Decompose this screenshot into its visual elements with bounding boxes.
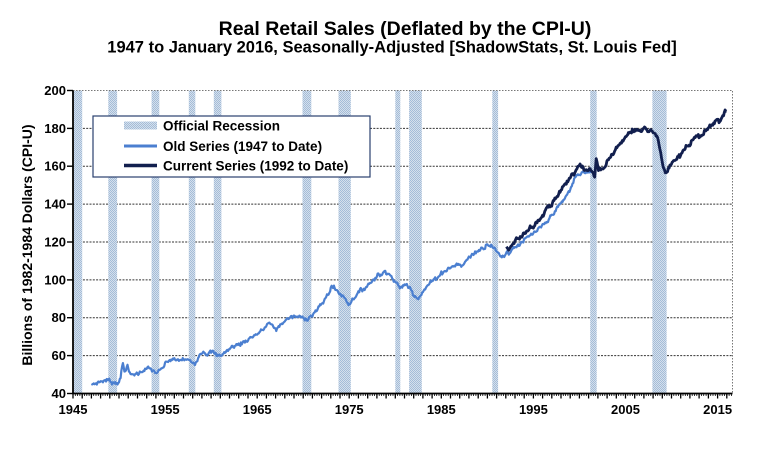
svg-text:200: 200 — [44, 83, 66, 98]
svg-text:Billions of 1982-1984 Dollars: Billions of 1982-1984 Dollars (CPI-U) — [19, 124, 35, 365]
svg-text:1975: 1975 — [335, 402, 364, 417]
svg-text:180: 180 — [44, 121, 66, 136]
svg-text:2005: 2005 — [611, 402, 640, 417]
svg-text:Old Series (1947 to Date): Old Series (1947 to Date) — [163, 139, 322, 154]
svg-text:120: 120 — [44, 235, 66, 250]
svg-text:1985: 1985 — [427, 402, 456, 417]
svg-text:140: 140 — [44, 197, 66, 212]
svg-text:60: 60 — [52, 348, 66, 363]
svg-text:80: 80 — [52, 310, 66, 325]
svg-text:Current Series (1992 to Date): Current Series (1992 to Date) — [163, 159, 348, 174]
svg-text:2015: 2015 — [703, 402, 732, 417]
svg-text:100: 100 — [44, 272, 66, 287]
svg-text:Real Retail Sales (Deflated by: Real Retail Sales (Deflated by the CPI-U… — [219, 18, 592, 40]
svg-text:1955: 1955 — [151, 402, 180, 417]
svg-text:1947 to January 2016, Seasonal: 1947 to January 2016, Seasonally-Adjuste… — [107, 39, 676, 57]
svg-text:1945: 1945 — [59, 402, 88, 417]
svg-text:1995: 1995 — [519, 402, 548, 417]
svg-text:40: 40 — [52, 386, 66, 401]
svg-text:1965: 1965 — [243, 402, 272, 417]
svg-text:Official Recession: Official Recession — [163, 119, 280, 134]
svg-text:160: 160 — [44, 159, 66, 174]
